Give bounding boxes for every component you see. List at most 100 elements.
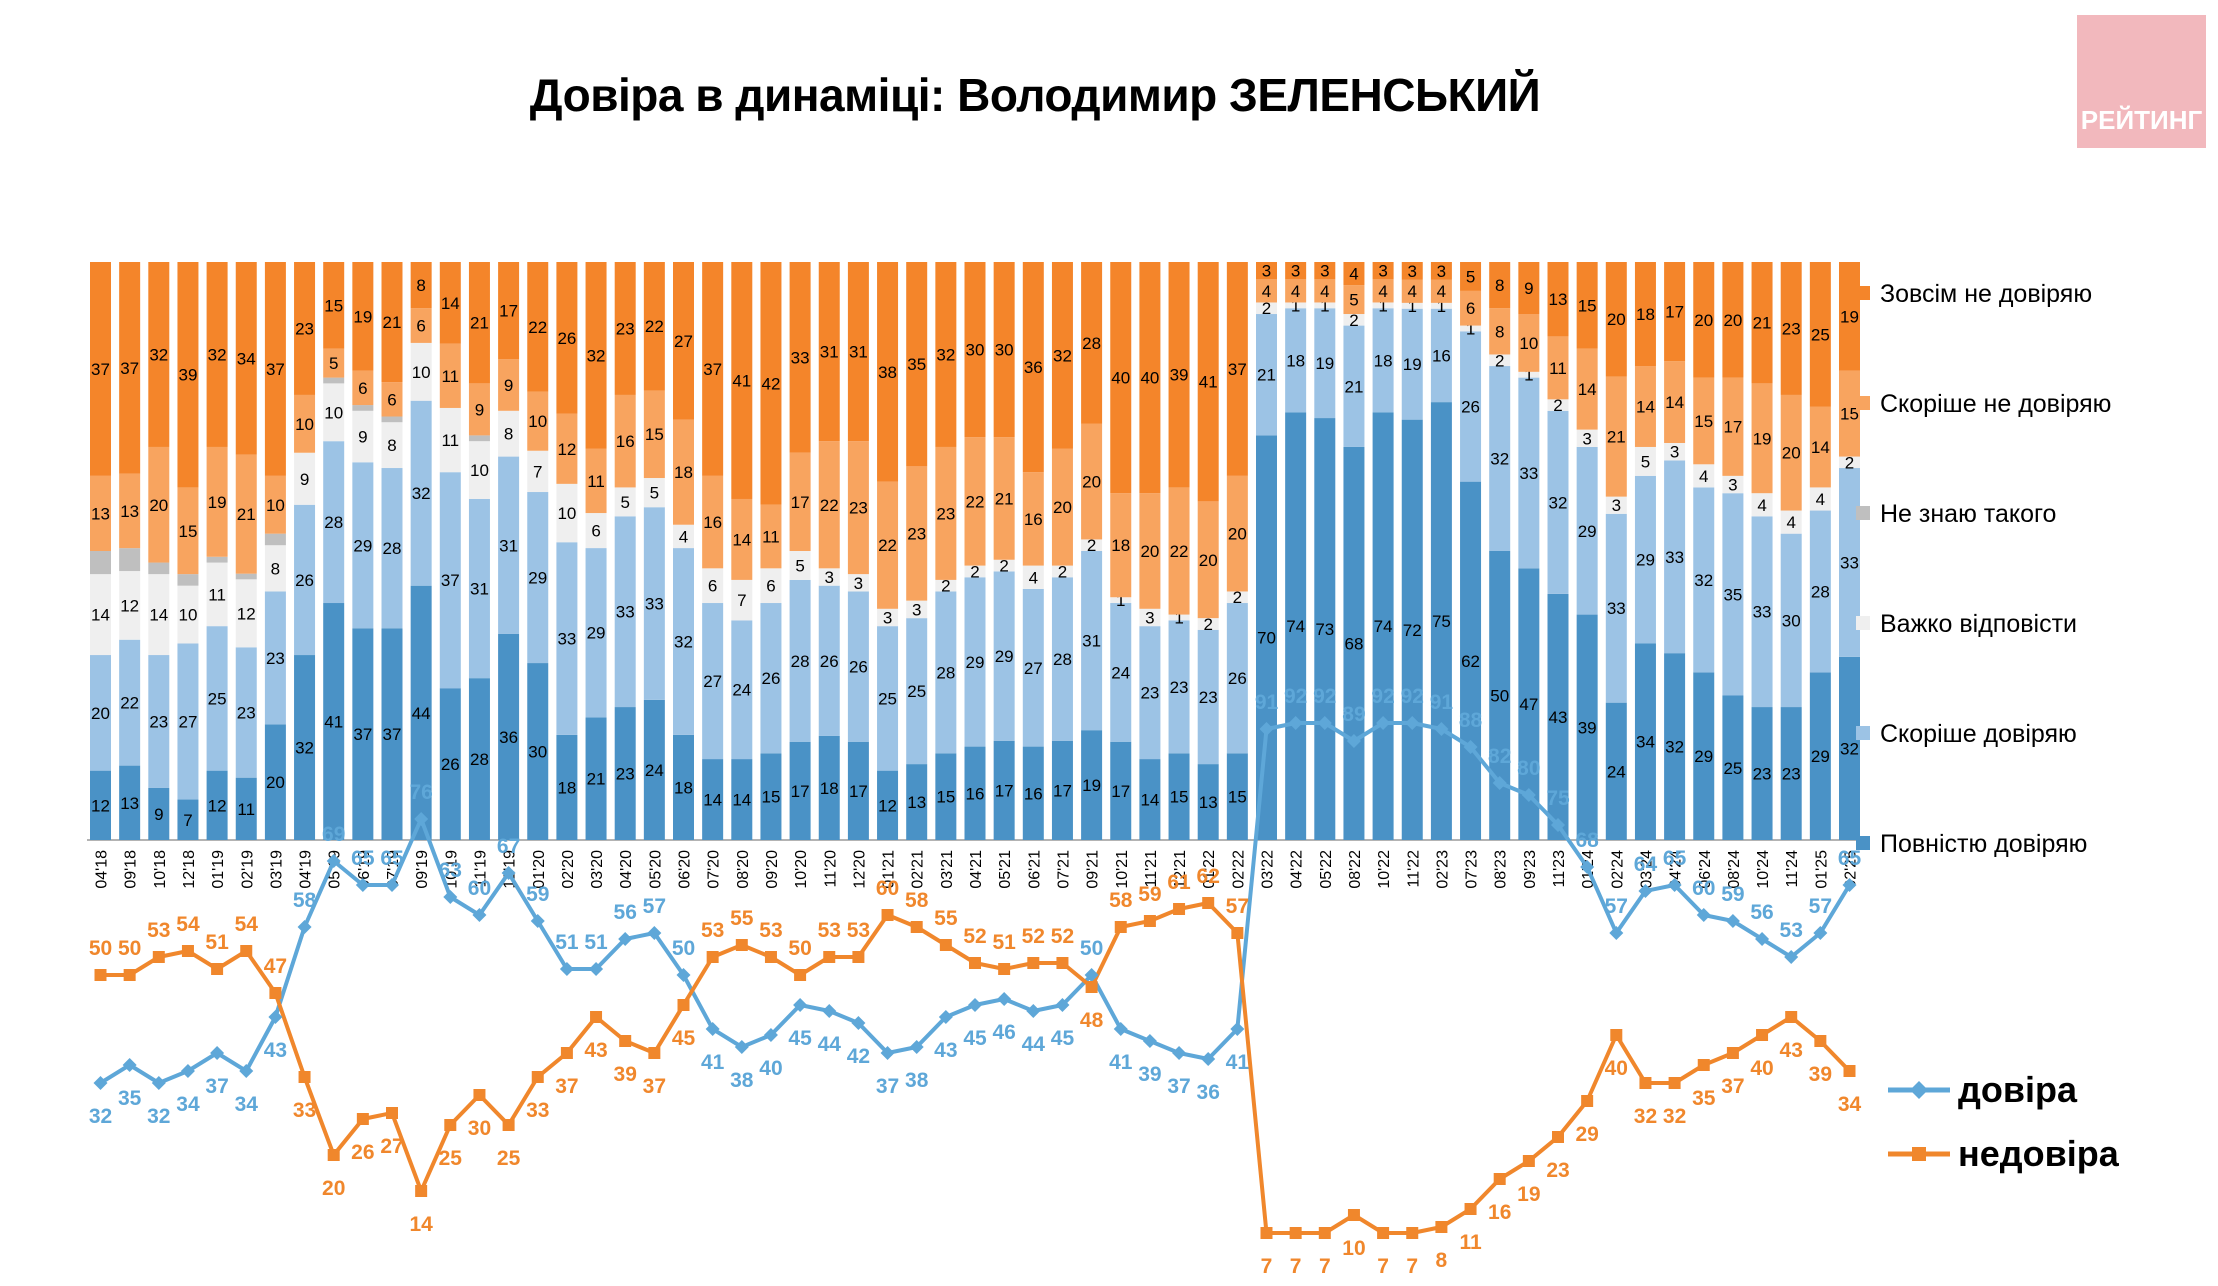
bar-value-label: 16	[1432, 346, 1451, 365]
distrust-value-label: 7	[1290, 1255, 1302, 1278]
bar-segment-full-distrust	[1576, 262, 1598, 349]
bar-value-label: 9	[300, 470, 309, 489]
bar-segment-somewhat-distrust	[1372, 279, 1394, 303]
bar-value-label: 26	[761, 669, 780, 688]
bar-value-label: 3	[1408, 262, 1417, 281]
trust-value-label: 65	[351, 847, 375, 870]
bar-segment-full-distrust	[1605, 262, 1627, 377]
bar-value-label: 23	[849, 499, 868, 518]
distrust-value-label: 53	[701, 919, 724, 942]
bar-value-label: 10	[295, 415, 314, 434]
bar-segment-somewhat-trust	[177, 643, 199, 800]
bar-segment-somewhat-distrust	[847, 441, 869, 575]
distrust-marker	[1318, 1227, 1331, 1239]
bar-segment-hard-to-say	[264, 545, 286, 592]
distrust-value-label: 14	[409, 1213, 433, 1236]
bar-segment-full-distrust	[906, 262, 928, 467]
x-tick-label: 09'19	[414, 850, 431, 889]
bar-segment-somewhat-distrust	[264, 475, 286, 534]
bar-value-label: 10	[324, 403, 343, 422]
bar-value-label: 1	[1116, 591, 1125, 610]
distrust-value-label: 52	[1022, 925, 1045, 948]
bar-segment-somewhat-distrust	[1780, 394, 1802, 511]
bar-segment-somewhat-distrust	[818, 441, 840, 569]
bar-segment-full-distrust	[148, 262, 170, 447]
bar-segment-full-distrust	[1693, 262, 1715, 378]
bar-segment-hard-to-say	[1110, 597, 1132, 604]
trust-marker	[589, 962, 604, 976]
distrust-value-label: 33	[526, 1099, 549, 1122]
bar-value-label: 19	[353, 307, 372, 326]
distrust-marker	[1377, 1227, 1390, 1239]
bar-value-label: 4	[1786, 513, 1795, 532]
bar-segment-somewhat-trust	[1460, 331, 1482, 482]
bar-segment-full-trust	[294, 655, 316, 840]
bar-segment-somewhat-trust	[1634, 475, 1656, 644]
bar-segment-full-distrust	[1110, 262, 1132, 494]
x-tick-label: 06'19	[356, 850, 373, 889]
distrust-marker	[1289, 1227, 1302, 1239]
legend-label: Зовсім не довіряю	[1880, 280, 2092, 308]
bar-segment-full-trust	[119, 765, 141, 840]
bar-segment-somewhat-distrust	[1839, 370, 1860, 457]
bar-value-label: 15	[324, 296, 343, 315]
trust-value-label: 56	[614, 901, 637, 924]
distrust-value-label: 55	[934, 907, 958, 930]
distrust-value-label: 60	[876, 877, 899, 900]
bar-segment-full-trust	[1401, 419, 1423, 840]
bar-value-label: 20	[1228, 525, 1247, 544]
bar-value-label: 9	[358, 428, 367, 447]
bar-value-label: 25	[907, 682, 926, 701]
distrust-marker	[735, 939, 748, 951]
bar-value-label: 31	[820, 343, 839, 362]
trust-value-label: 44	[1022, 1033, 1046, 1056]
bar-segment-hard-to-say	[673, 524, 694, 549]
bar-segment-somewhat-trust	[1751, 516, 1773, 708]
trust-value-label: 82	[1488, 745, 1511, 768]
trust-value-label: 75	[1546, 787, 1570, 810]
bar-value-label: 14	[1140, 791, 1159, 810]
bar-value-label: 4	[1408, 282, 1417, 301]
bar-segment-somewhat-distrust	[1401, 279, 1423, 303]
trust-value-label: 39	[1138, 1063, 1161, 1086]
bar-value-label: 28	[1082, 334, 1101, 353]
bar-value-label: 7	[183, 811, 192, 830]
distrust-marker	[1785, 1011, 1798, 1023]
distrust-value-label: 7	[1319, 1255, 1331, 1278]
bar-value-label: 11	[208, 585, 226, 604]
bar-value-label: 20	[1140, 542, 1159, 561]
bar-segment-somewhat-distrust	[643, 390, 665, 479]
bar-segment-full-distrust	[556, 262, 578, 414]
bar-value-label: 32	[1840, 739, 1859, 758]
bar-segment-somewhat-trust	[148, 655, 170, 788]
bar-segment-full-distrust	[1401, 262, 1423, 280]
trust-value-label: 65	[1838, 847, 1862, 870]
trust-marker	[239, 1064, 254, 1078]
x-tick-label: 04'22	[1289, 850, 1306, 889]
x-tick-label: 10'24	[1755, 850, 1772, 889]
trust-value-label: 45	[963, 1027, 987, 1050]
x-tick-label: 03'22	[1260, 850, 1277, 889]
trust-marker	[1725, 914, 1740, 928]
bar-value-label: 20	[1694, 311, 1713, 330]
bar-value-label: 40	[1111, 369, 1130, 388]
legend-swatch	[1856, 396, 1870, 410]
trust-value-label: 60	[468, 877, 491, 900]
bar-segment-somewhat-distrust	[702, 475, 724, 569]
bar-segment-hard-to-say	[1693, 464, 1715, 488]
bar-segment-full-distrust	[1168, 262, 1190, 488]
bar-segment-full-distrust	[1226, 262, 1248, 476]
bar-segment-somewhat-trust	[1780, 533, 1802, 708]
bar-segment-somewhat-trust	[498, 456, 520, 634]
bar-value-label: 8	[504, 425, 513, 444]
bar-segment-somewhat-trust	[1051, 577, 1073, 741]
bar-value-label: 23	[616, 765, 635, 784]
bar-value-label: 74	[1374, 617, 1393, 636]
distrust-value-label: 48	[1080, 1009, 1104, 1032]
bar-segment-somewhat-trust	[818, 585, 840, 736]
distrust-value-label: 32	[1663, 1105, 1686, 1128]
bar-value-label: 5	[1466, 267, 1475, 286]
bar-segment-somewhat-trust	[381, 468, 403, 629]
bar-value-label: 20	[1723, 311, 1742, 330]
bar-segment-somewhat-distrust	[1139, 493, 1161, 609]
